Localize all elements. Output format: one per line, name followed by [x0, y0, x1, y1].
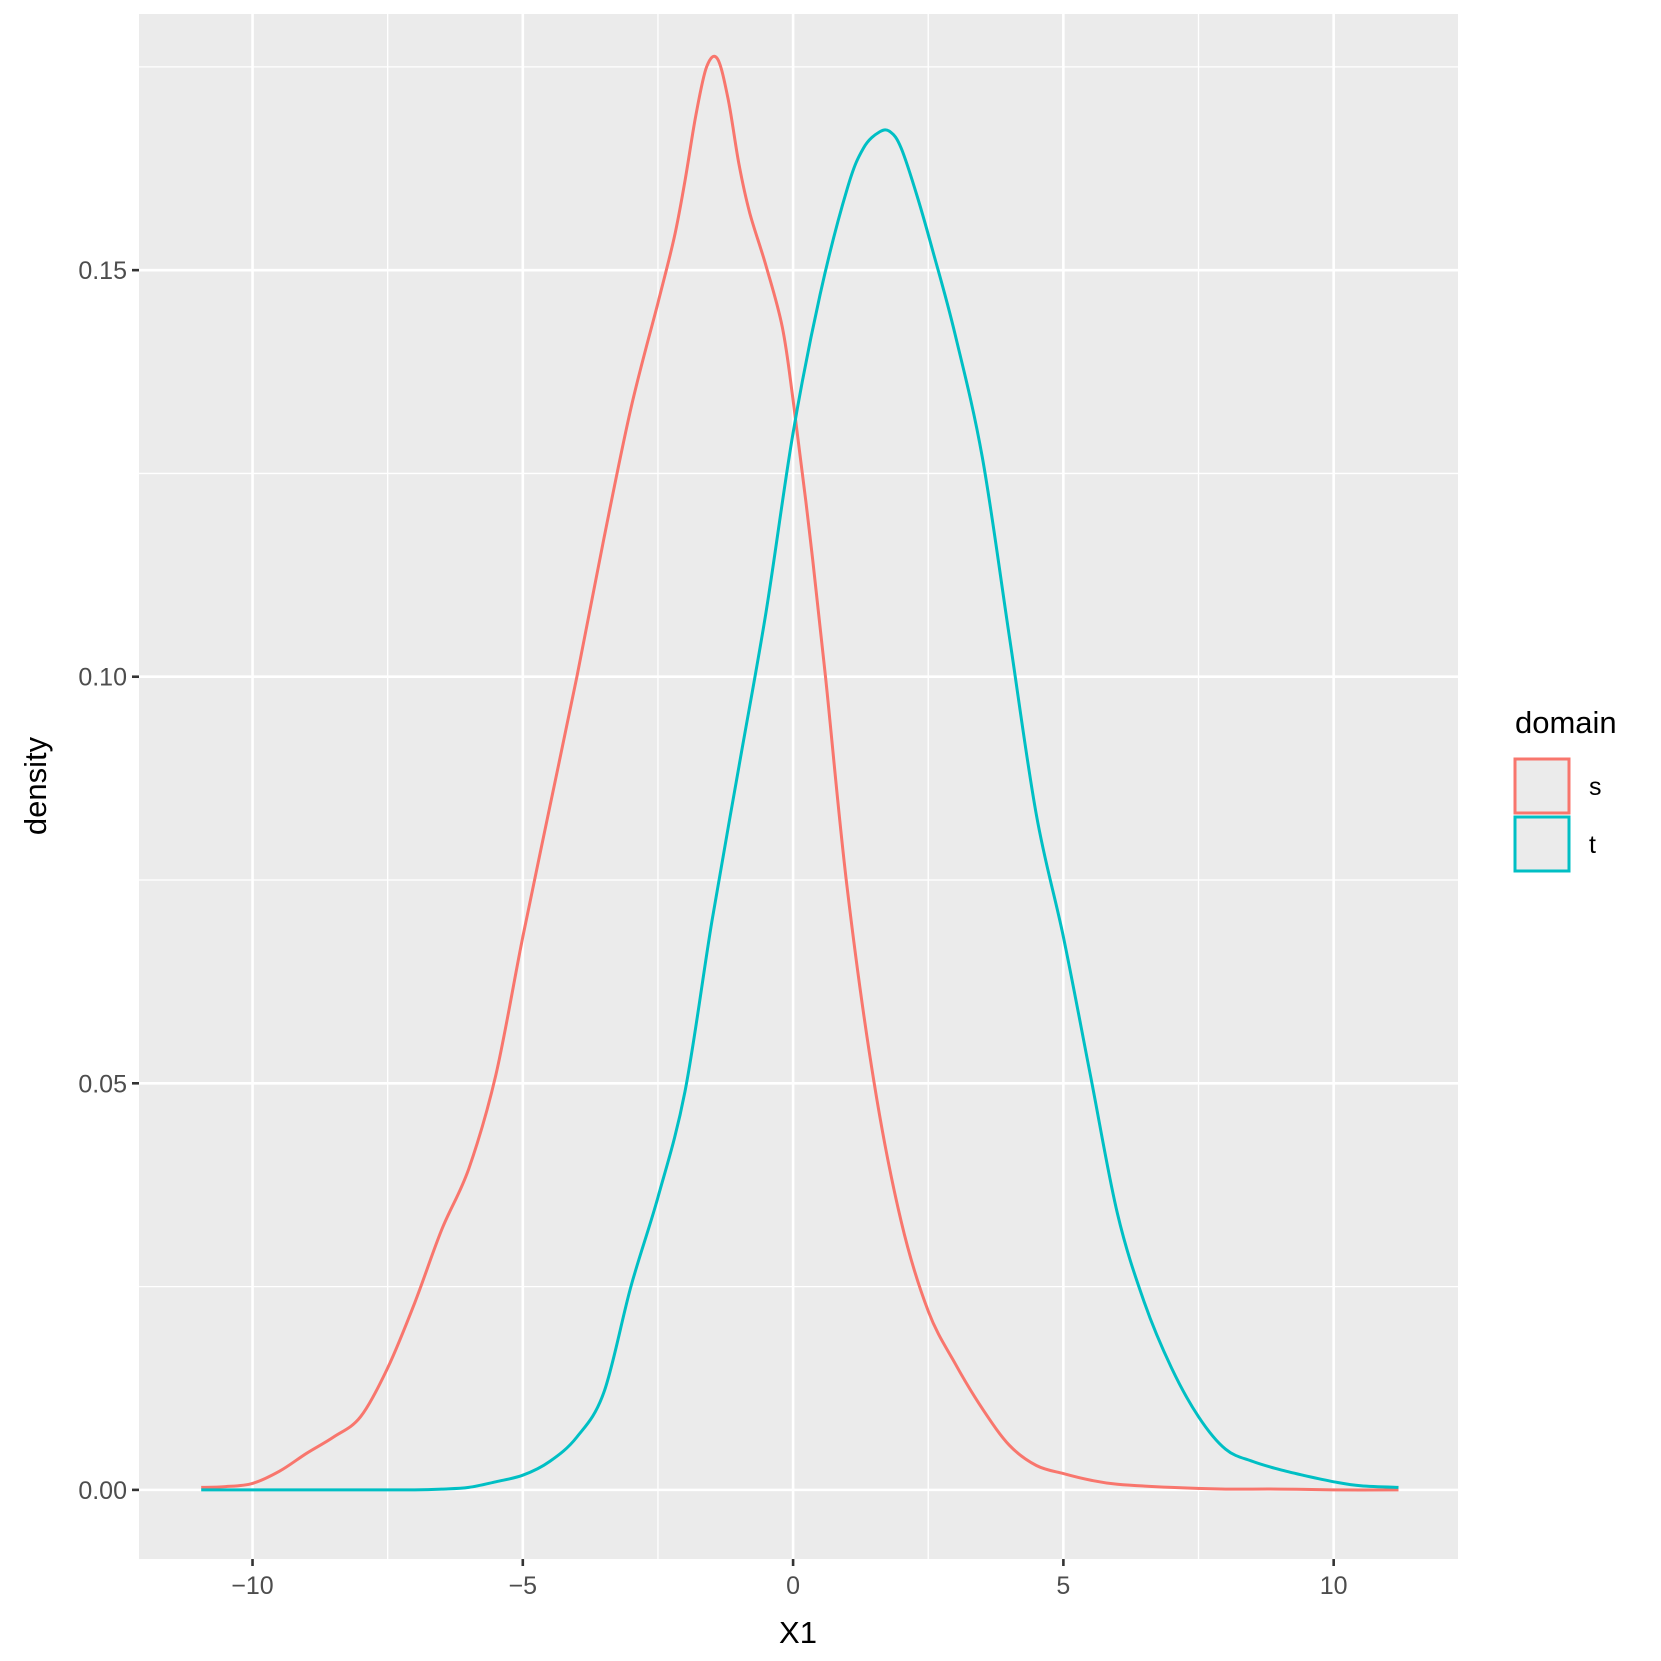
legend-label-t: t — [1589, 831, 1596, 859]
y-tick-label: 0.00 — [78, 1477, 127, 1505]
series-lines — [201, 54, 1399, 1492]
x-axis-title: X1 — [779, 1615, 817, 1650]
legend-title: domain — [1515, 705, 1617, 740]
legend: domain st — [1513, 705, 1617, 873]
x-tick-label: 0 — [786, 1572, 800, 1600]
legend-label-s: s — [1589, 773, 1602, 801]
plot-panel — [139, 14, 1458, 1559]
series-line-t — [201, 128, 1399, 1492]
minor-gridlines — [139, 14, 1458, 1559]
series-line-s — [201, 54, 1399, 1492]
y-axis-title: density — [18, 736, 53, 835]
x-tick-label: 10 — [1320, 1572, 1348, 1600]
y-tick-label: 0.10 — [78, 664, 127, 692]
x-tick-label: −5 — [509, 1572, 538, 1600]
legend-key-t — [1513, 815, 1571, 873]
x-tick-label: −10 — [231, 1572, 273, 1600]
x-axis: −10 −5 0 5 10 — [231, 1559, 1348, 1600]
y-tick-label: 0.15 — [78, 257, 127, 285]
y-tick-label: 0.05 — [78, 1070, 127, 1098]
x-tick-label: 5 — [1056, 1572, 1070, 1600]
y-axis: 0.00 0.05 0.10 0.15 — [78, 257, 139, 1505]
legend-keys: st — [1513, 757, 1602, 873]
legend-key-s — [1513, 757, 1571, 815]
